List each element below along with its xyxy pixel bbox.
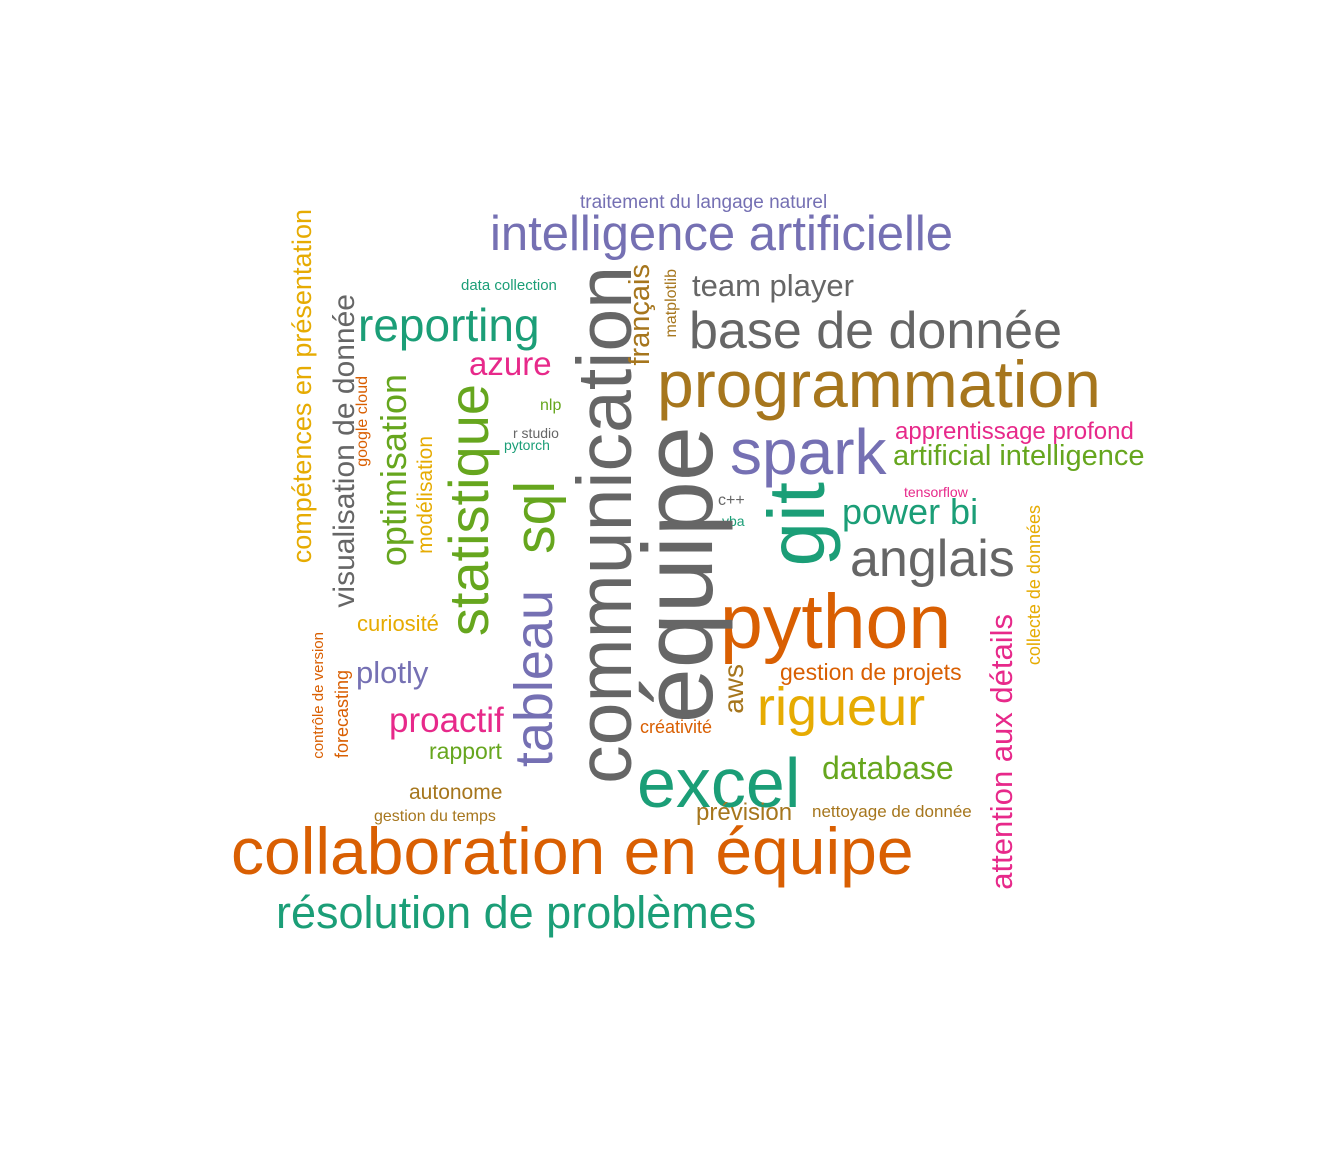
word-equipe: équipe [622,426,733,724]
word-team-player: team player [692,268,854,303]
word-gestion-de-projets: gestion de projets [780,659,962,685]
word-plotly: plotly [356,655,429,690]
word-power-bi: power bi [842,491,979,532]
word-aws: aws [718,664,749,714]
word-modelisation: modélisation [414,436,437,554]
word-python: python [720,579,952,665]
word-apprentissage-profond: apprentissage profond [895,418,1134,445]
word-vba: vba [722,513,745,529]
word-collecte-de-donnees: collecte de données [1024,505,1044,666]
word-git: git [752,482,841,567]
word-traitement-du-langage-naturel: traitement du langage naturel [580,192,828,213]
word-nettoyage-de-donnee: nettoyage de donnée [812,802,972,821]
word-francais: français [624,264,656,366]
word-azure: azure [469,345,552,382]
word-nlp: nlp [540,397,562,414]
word-autonome: autonome [409,781,503,804]
word-google-cloud: google cloud [354,376,371,467]
word-programmation: programmation [657,347,1101,421]
word-forecasting: forecasting [332,670,352,759]
word-reporting: reporting [358,299,540,351]
word-cpp: c++ [718,492,745,509]
word-artificial-intelligence: artificial intelligence [893,440,1145,472]
word-spark: spark [730,416,887,488]
word-creativite: créativité [640,717,713,737]
word-rapport: rapport [429,738,502,764]
word-attention-aux-details: attention aux détails [984,614,1019,890]
word-database: database [822,750,954,786]
word-resolution-de-problemes: résolution de problèmes [276,887,757,938]
word-anglais: anglais [850,530,1015,588]
word-controle-de-version: contrôle de version [310,632,327,759]
word-curiosite: curiosité [357,611,439,636]
word-optimisation: optimisation [373,374,414,567]
word-sql: sql [503,481,567,554]
word-pytorch: pytorch [504,437,550,453]
word-matplotlib: matplotlib [663,269,680,338]
word-data-collection: data collection [461,277,557,294]
word-r-studio: r studio [513,425,559,441]
word-prevision: prévision [696,799,793,826]
word-gestion-du-temps: gestion du temps [374,808,496,825]
word-excel: excel [637,744,801,822]
word-statistique: statistique [437,384,500,637]
word-base-de-donnee: base de donnée [689,302,1063,360]
word-rigueur: rigueur [757,677,926,737]
word-competences-en-presentation: compétences en présentation [287,209,317,564]
word-proactif: proactif [389,701,504,740]
word-tableau: tableau [504,590,564,768]
word-intelligence-artificielle: intelligence artificielle [490,207,954,261]
word-collaboration-en-equipe: collaboration en équipe [231,814,914,888]
word-tensorflow: tensorflow [904,484,968,500]
